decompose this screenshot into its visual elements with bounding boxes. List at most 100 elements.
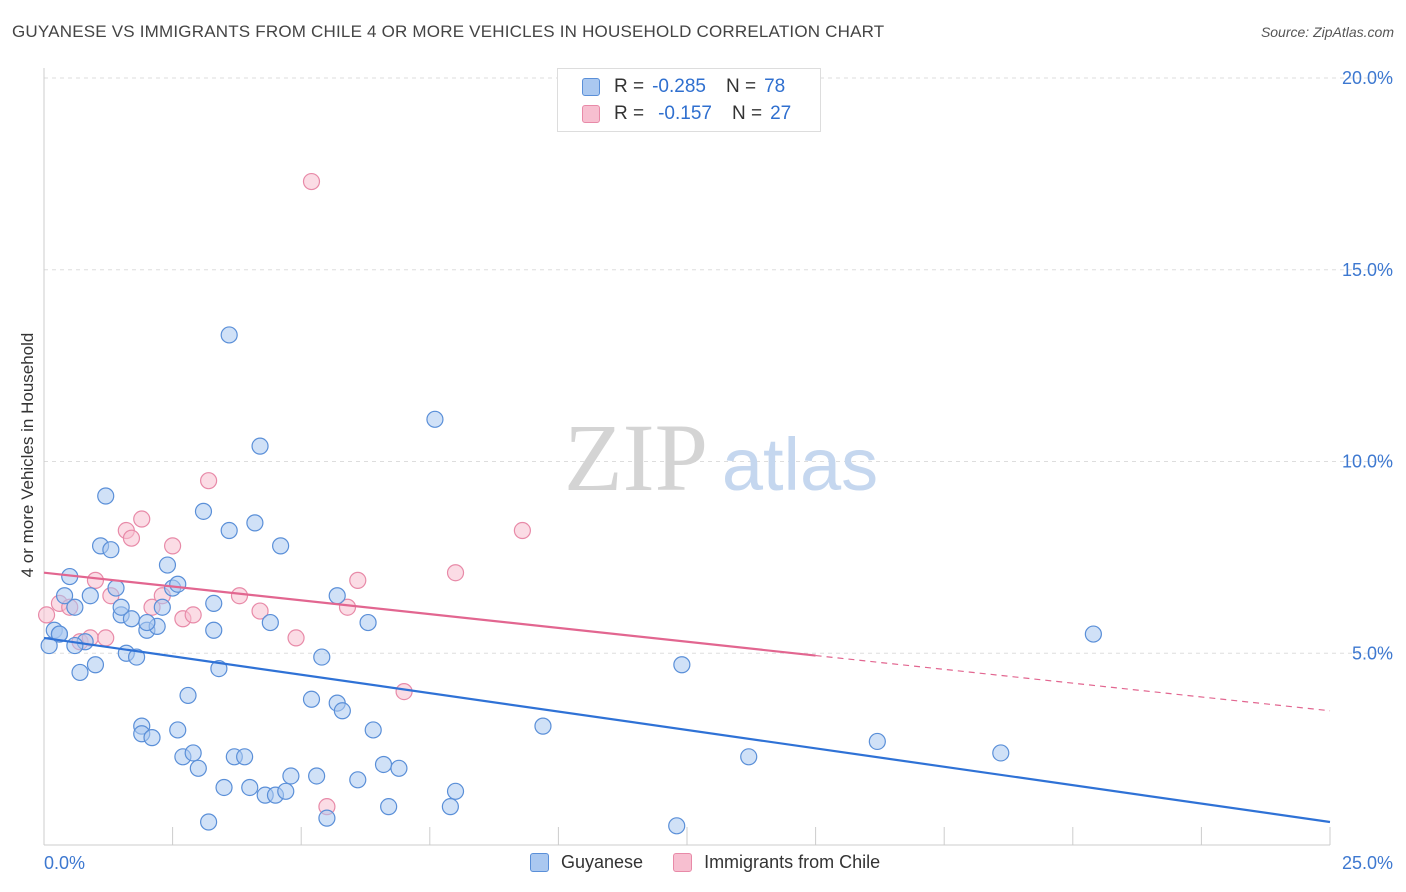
guyanese-point <box>313 648 331 666</box>
legend-n-value: 78 <box>764 76 786 97</box>
series-guyanese-points <box>40 326 1102 835</box>
chile-point <box>230 587 249 605</box>
guyanese-point <box>220 326 238 344</box>
source-label: Source: ZipAtlas.com <box>1260 24 1394 40</box>
y-tick-label: 10.0% <box>1342 452 1393 472</box>
guyanese-point <box>328 587 346 605</box>
guyanese-point <box>66 598 84 616</box>
guyanese-point <box>251 437 269 455</box>
guyanese-point <box>241 778 259 797</box>
chile-point <box>122 529 141 547</box>
guyanese-point <box>179 686 197 705</box>
chile-point <box>200 472 218 490</box>
legend-r-label: R = <box>614 103 645 124</box>
guyanese-point <box>302 690 321 708</box>
legend-item-chile[interactable]: Immigrants from Chile <box>673 852 880 873</box>
y-tick-label: 5.0% <box>1352 643 1393 663</box>
guyanese-point <box>349 771 367 789</box>
guyanese-point <box>277 782 295 800</box>
chile-point <box>86 571 105 589</box>
guyanese-point <box>205 621 223 639</box>
guyanese-point <box>97 487 115 505</box>
chile-point <box>302 172 321 191</box>
guyanese-point <box>205 594 223 612</box>
y-tick-label: 15.0% <box>1342 260 1393 280</box>
x-tick-label: 25.0% <box>1342 853 1393 873</box>
axes <box>43 68 1331 846</box>
chile-point <box>97 629 115 647</box>
chile-point <box>184 606 202 624</box>
legend-row-guyanese: R = -0.285 N = 78 <box>582 75 785 99</box>
tick-labels: 5.0% 10.0% 15.0% 20.0% 0.0% 25.0% <box>44 68 1393 873</box>
guyanese-point <box>246 514 264 532</box>
guyanese-point <box>740 748 758 766</box>
guyanese-point <box>446 782 465 800</box>
guyanese-point <box>55 587 74 605</box>
legend-r-value: -0.285 <box>652 76 706 97</box>
legend-r-value: -0.157 <box>658 103 712 124</box>
legend-row-chile: R = -0.157 N = 27 <box>582 102 791 126</box>
guyanese-point <box>1084 625 1102 643</box>
chile-point <box>446 564 465 582</box>
guyanese-point <box>71 663 89 682</box>
guyanese-point <box>127 648 146 666</box>
guyanese-point <box>189 759 207 777</box>
guyanese-point <box>66 636 84 655</box>
guyanese-point <box>380 798 398 816</box>
guyanese-point <box>441 798 459 816</box>
guyanese-point <box>534 717 552 735</box>
chile-point <box>164 537 182 555</box>
grid-lines <box>44 77 1395 654</box>
chile-point <box>349 571 367 589</box>
guyanese-point <box>153 598 171 616</box>
legend-n-label: N = <box>725 76 757 97</box>
correlation-legend: R = -0.285 N = 78 R = -0.157 N = 27 <box>557 68 821 132</box>
guyanese-point <box>318 809 336 827</box>
guyanese-point <box>169 721 187 739</box>
chile-point <box>133 510 151 528</box>
chile-point <box>251 602 269 620</box>
legend-swatch-guyanese <box>530 853 549 872</box>
chile-point <box>287 629 305 647</box>
guyanese-point <box>102 541 120 559</box>
chart-title: GUYANESE VS IMMIGRANTS FROM CHILE 4 OR M… <box>12 22 885 41</box>
legend-item-guyanese[interactable]: Guyanese <box>530 852 643 873</box>
guyanese-point <box>308 767 326 785</box>
guyanese-point <box>138 613 156 632</box>
chile-trend-line <box>43 571 816 657</box>
guyanese-point <box>992 744 1010 762</box>
guyanese-point <box>282 767 300 785</box>
trend-lines <box>43 571 1331 824</box>
guyanese-point <box>107 579 125 597</box>
guyanese-trend-line <box>43 636 1331 824</box>
legend-swatch-pink <box>582 105 600 123</box>
guyanese-point <box>261 613 279 632</box>
guyanese-point <box>359 613 377 632</box>
guyanese-point <box>426 410 444 428</box>
chile-point <box>37 606 56 624</box>
legend-n-label: N = <box>731 103 763 124</box>
guyanese-point <box>200 813 218 831</box>
guyanese-point <box>194 502 213 520</box>
guyanese-point <box>272 537 290 555</box>
watermark-zip: ZIP <box>564 404 708 511</box>
guyanese-point <box>50 625 69 643</box>
legend-r-label: R = <box>614 76 645 97</box>
legend-swatch-blue <box>582 78 600 96</box>
legend-label-guyanese: Guyanese <box>561 852 644 872</box>
guyanese-point <box>81 587 99 605</box>
legend-label-chile: Immigrants from Chile <box>704 852 881 872</box>
guyanese-point <box>86 656 105 674</box>
x-tick-label: 0.0% <box>44 853 85 873</box>
guyanese-point <box>333 702 351 720</box>
guyanese-point <box>184 744 202 762</box>
guyanese-point <box>169 575 187 593</box>
legend-swatch-chile <box>673 853 693 872</box>
guyanese-point <box>390 759 408 777</box>
guyanese-point <box>673 656 691 674</box>
chile-trend-line-dashed <box>815 654 1331 712</box>
guyanese-point <box>868 732 886 751</box>
guyanese-point <box>374 755 393 774</box>
watermark-atlas: atlas <box>722 423 878 506</box>
